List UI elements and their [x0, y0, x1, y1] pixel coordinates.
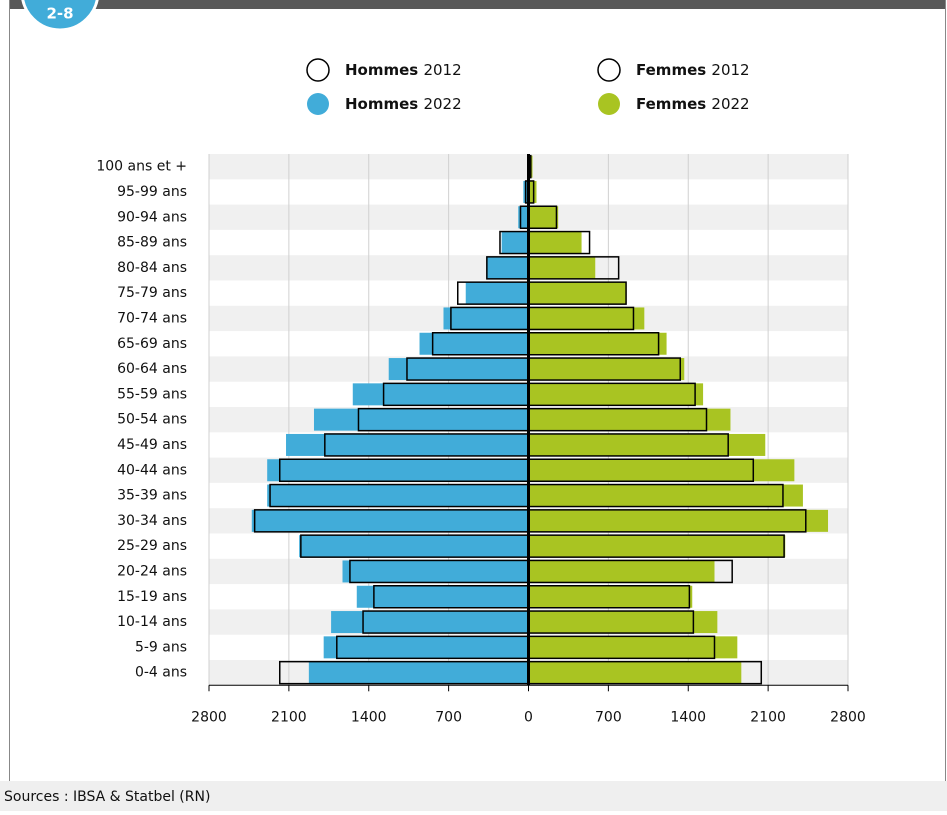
- bar: [356, 585, 529, 608]
- bar: [528, 307, 645, 330]
- header-bar: [9, 0, 946, 9]
- bar: [528, 433, 766, 456]
- y-tick-label: 15-19 ans: [117, 589, 187, 605]
- y-tick-label: 55-59 ans: [117, 386, 187, 402]
- y-tick-label: 60-64 ans: [117, 361, 187, 377]
- y-tick-label: 85-89 ans: [117, 235, 187, 251]
- x-tick-label: 700: [595, 709, 622, 725]
- x-tick-label: 2800: [830, 709, 866, 725]
- footer: Sources : IBSA & Statbel (RN): [4, 789, 210, 805]
- bar: [443, 307, 529, 330]
- x-tick-label: 1400: [351, 709, 387, 725]
- bar: [528, 636, 738, 659]
- bar: [299, 535, 529, 558]
- bar: [528, 585, 693, 608]
- legend-label: Femmes 2012: [636, 61, 750, 79]
- bar: [528, 332, 667, 355]
- y-tick-label: 65-69 ans: [117, 336, 187, 352]
- bar: [528, 509, 829, 532]
- y-tick-label: 10-14 ans: [117, 614, 187, 630]
- x-tick-label: 2100: [750, 709, 786, 725]
- x-tick-label: 0: [524, 709, 533, 725]
- badge: 2-8: [46, 5, 73, 23]
- bar: [308, 661, 529, 684]
- bar: [528, 408, 731, 431]
- legend-marker: [598, 93, 620, 115]
- legend-marker: [306, 58, 330, 82]
- badge-circle: [21, 0, 99, 32]
- y-tick-label: 5-9 ans: [135, 639, 187, 655]
- bar: [528, 535, 786, 558]
- bar: [352, 383, 529, 406]
- legend-label: Hommes 2022: [345, 95, 462, 113]
- bar: [528, 358, 685, 381]
- bar: [419, 332, 529, 355]
- x-tick-label: 700: [435, 709, 462, 725]
- bar: [323, 636, 529, 659]
- bar: [528, 206, 559, 229]
- y-tick-label: 0-4 ans: [135, 665, 187, 681]
- bar: [486, 256, 529, 279]
- bar: [518, 206, 529, 229]
- bar: [465, 282, 529, 305]
- y-tick-label: 30-34 ans: [117, 513, 187, 529]
- y-tick-label: 50-54 ans: [117, 412, 187, 428]
- bar: [313, 408, 529, 431]
- bar: [267, 459, 529, 482]
- bar: [267, 484, 529, 507]
- y-tick-label: 90-94 ans: [117, 209, 187, 225]
- legend-marker: [597, 58, 621, 82]
- bar: [342, 560, 529, 583]
- legend-marker: [307, 93, 329, 115]
- footer-band: [0, 781, 947, 811]
- bar: [528, 282, 627, 305]
- bar: [528, 459, 795, 482]
- bar: [251, 509, 529, 532]
- y-tick-label: 35-39 ans: [117, 488, 187, 504]
- legend-label: Femmes 2022: [636, 95, 750, 113]
- y-tick-label: 75-79 ans: [117, 285, 187, 301]
- y-tick-label: 95-99 ans: [117, 184, 187, 200]
- bar: [528, 661, 742, 684]
- x-tick-label: 2800: [191, 709, 227, 725]
- bar: [286, 433, 529, 456]
- y-tick-label: 40-44 ans: [117, 462, 187, 478]
- bar: [528, 231, 582, 254]
- bar: [528, 256, 596, 279]
- bar: [528, 560, 715, 583]
- bar: [528, 611, 718, 634]
- y-tick-label: 45-49 ans: [117, 437, 187, 453]
- x-tick-label: 2100: [271, 709, 307, 725]
- bar: [331, 611, 529, 634]
- y-tick-label: 100 ans et +: [96, 159, 187, 175]
- y-tick-label: 70-74 ans: [117, 310, 187, 326]
- y-tick-label: 80-84 ans: [117, 260, 187, 276]
- legend-label: Hommes 2012: [345, 61, 462, 79]
- bar: [528, 484, 803, 507]
- y-tick-label: 25-29 ans: [117, 538, 187, 554]
- y-tick-label: 20-24 ans: [117, 563, 187, 579]
- x-tick-label: 1400: [670, 709, 706, 725]
- bar: [528, 180, 537, 203]
- bar: [528, 383, 704, 406]
- bar: [388, 358, 529, 381]
- bar: [501, 231, 529, 254]
